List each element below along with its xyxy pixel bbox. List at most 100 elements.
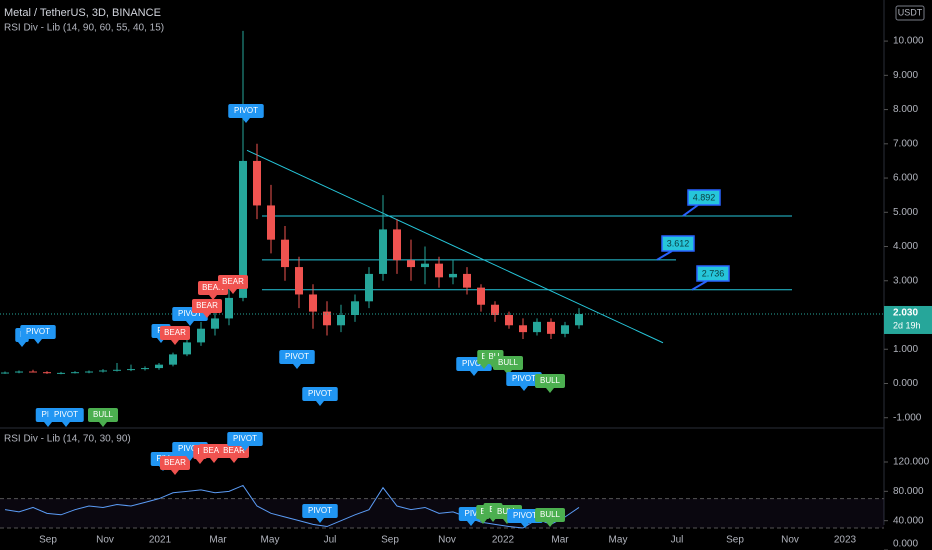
signal-pointer (44, 422, 52, 427)
signal-box (302, 504, 338, 518)
candle-body (183, 342, 191, 355)
candle-body (1, 372, 9, 374)
signal-box (228, 104, 264, 118)
x-tick-label: May (261, 535, 280, 546)
candle-body (141, 368, 149, 370)
candle-body (43, 372, 51, 374)
candle-body (463, 273, 471, 288)
currency-box[interactable] (895, 5, 925, 21)
candle-body (435, 263, 443, 278)
signal-label: BULL (540, 376, 561, 385)
candle-body (155, 364, 163, 369)
rsi-tick-label: 120.000 (893, 457, 930, 468)
signal-pointer (229, 289, 237, 294)
signal-pointer (34, 339, 42, 344)
candle-body (211, 318, 219, 329)
candle-body (295, 267, 303, 295)
signal-label: PIVOT (513, 511, 537, 520)
candle-body (547, 321, 555, 334)
signal-label: BEAR (202, 283, 224, 292)
signal-pointer (293, 364, 301, 369)
candle-body (533, 321, 541, 333)
y-tick-label: 6.000 (893, 173, 918, 184)
x-tick-label: 2022 (492, 535, 515, 546)
candle-body (379, 229, 387, 274)
candle-body (127, 369, 135, 371)
signal-box (192, 299, 222, 313)
candle-body (71, 372, 79, 374)
candle-body (449, 273, 457, 278)
candle-body (253, 160, 261, 206)
signal-label: B (480, 507, 485, 516)
candle-body (309, 294, 317, 312)
x-tick-label: Sep (381, 535, 399, 546)
signal-pointer (203, 313, 211, 318)
level-tag (687, 189, 721, 206)
signal-label: PIVOT (54, 410, 78, 419)
signal-label: PIVOT (308, 389, 332, 398)
signal-box (160, 456, 190, 470)
symbol-title: Metal / TetherUS, 3D, BINANCE (4, 7, 161, 19)
signal-label: BEAR (164, 328, 186, 337)
candle-body (393, 229, 401, 261)
signal-label: BEAR (222, 277, 244, 286)
rsi-tick-label: 80.000 (893, 486, 924, 497)
candle-body (99, 370, 107, 372)
candle-body (491, 304, 499, 316)
candle-body (29, 371, 37, 373)
x-tick-label: May (609, 535, 628, 546)
signal-box (227, 432, 263, 446)
signal-pointer (546, 388, 554, 393)
x-tick-label: Nov (781, 535, 799, 546)
y-tick-label: 9.000 (893, 70, 918, 81)
x-tick-label: Jul (324, 535, 337, 546)
signal-box (218, 275, 248, 289)
y-tick-label: -1.000 (893, 412, 922, 423)
y-tick-label: 0.000 (893, 378, 918, 389)
signal-label: PIVOT (233, 434, 257, 443)
signal-pointer (546, 522, 554, 527)
signal-pointer (196, 459, 204, 464)
x-tick-label: Mar (209, 535, 227, 546)
level-pointer (656, 250, 673, 261)
signal-label: BULL (540, 510, 561, 519)
candle-body (505, 315, 513, 326)
y-tick-label: 1.000 (893, 344, 918, 355)
candle-body (323, 311, 331, 326)
candle-body (365, 273, 373, 302)
signal-box (160, 326, 190, 340)
signal-pointer (242, 118, 250, 123)
signal-label: PIVOT (308, 506, 332, 515)
signal-label: B (481, 352, 486, 361)
signal-label: BEAR (203, 446, 225, 455)
countdown: 2d 19h (893, 320, 921, 330)
signal-pointer (186, 456, 194, 461)
signal-label: PIVOT (178, 309, 202, 318)
y-tick-label: 5.000 (893, 207, 918, 218)
signal-box (48, 408, 84, 422)
current-price-label: 2.030 (893, 308, 918, 319)
x-tick-label: Sep (726, 535, 744, 546)
signal-label: BEAR (196, 301, 218, 310)
level-tag-label: 3.612 (667, 238, 690, 248)
signal-pointer (521, 523, 529, 528)
signal-label: PIV (465, 509, 479, 518)
candle-body (519, 325, 527, 333)
signal-label: BULL (498, 358, 519, 367)
signal-label: PIVOT (512, 374, 536, 383)
signal-box (88, 408, 118, 422)
candle-body (113, 369, 121, 371)
signal-pointer (520, 386, 528, 391)
signal-label: PIVOT (234, 106, 258, 115)
signal-label: BEAR (164, 458, 186, 467)
rsi-tick-label: 0.000 (893, 539, 918, 550)
trendline (246, 149, 664, 344)
signal-box (535, 374, 565, 388)
signal-pointer (62, 422, 70, 427)
candle-body (337, 315, 345, 326)
x-tick-label: Nov (96, 535, 114, 546)
candle-body (351, 301, 359, 316)
signal-pointer (480, 364, 488, 369)
level-tag-label: 2.736 (702, 268, 725, 278)
signal-pointer (18, 342, 26, 347)
